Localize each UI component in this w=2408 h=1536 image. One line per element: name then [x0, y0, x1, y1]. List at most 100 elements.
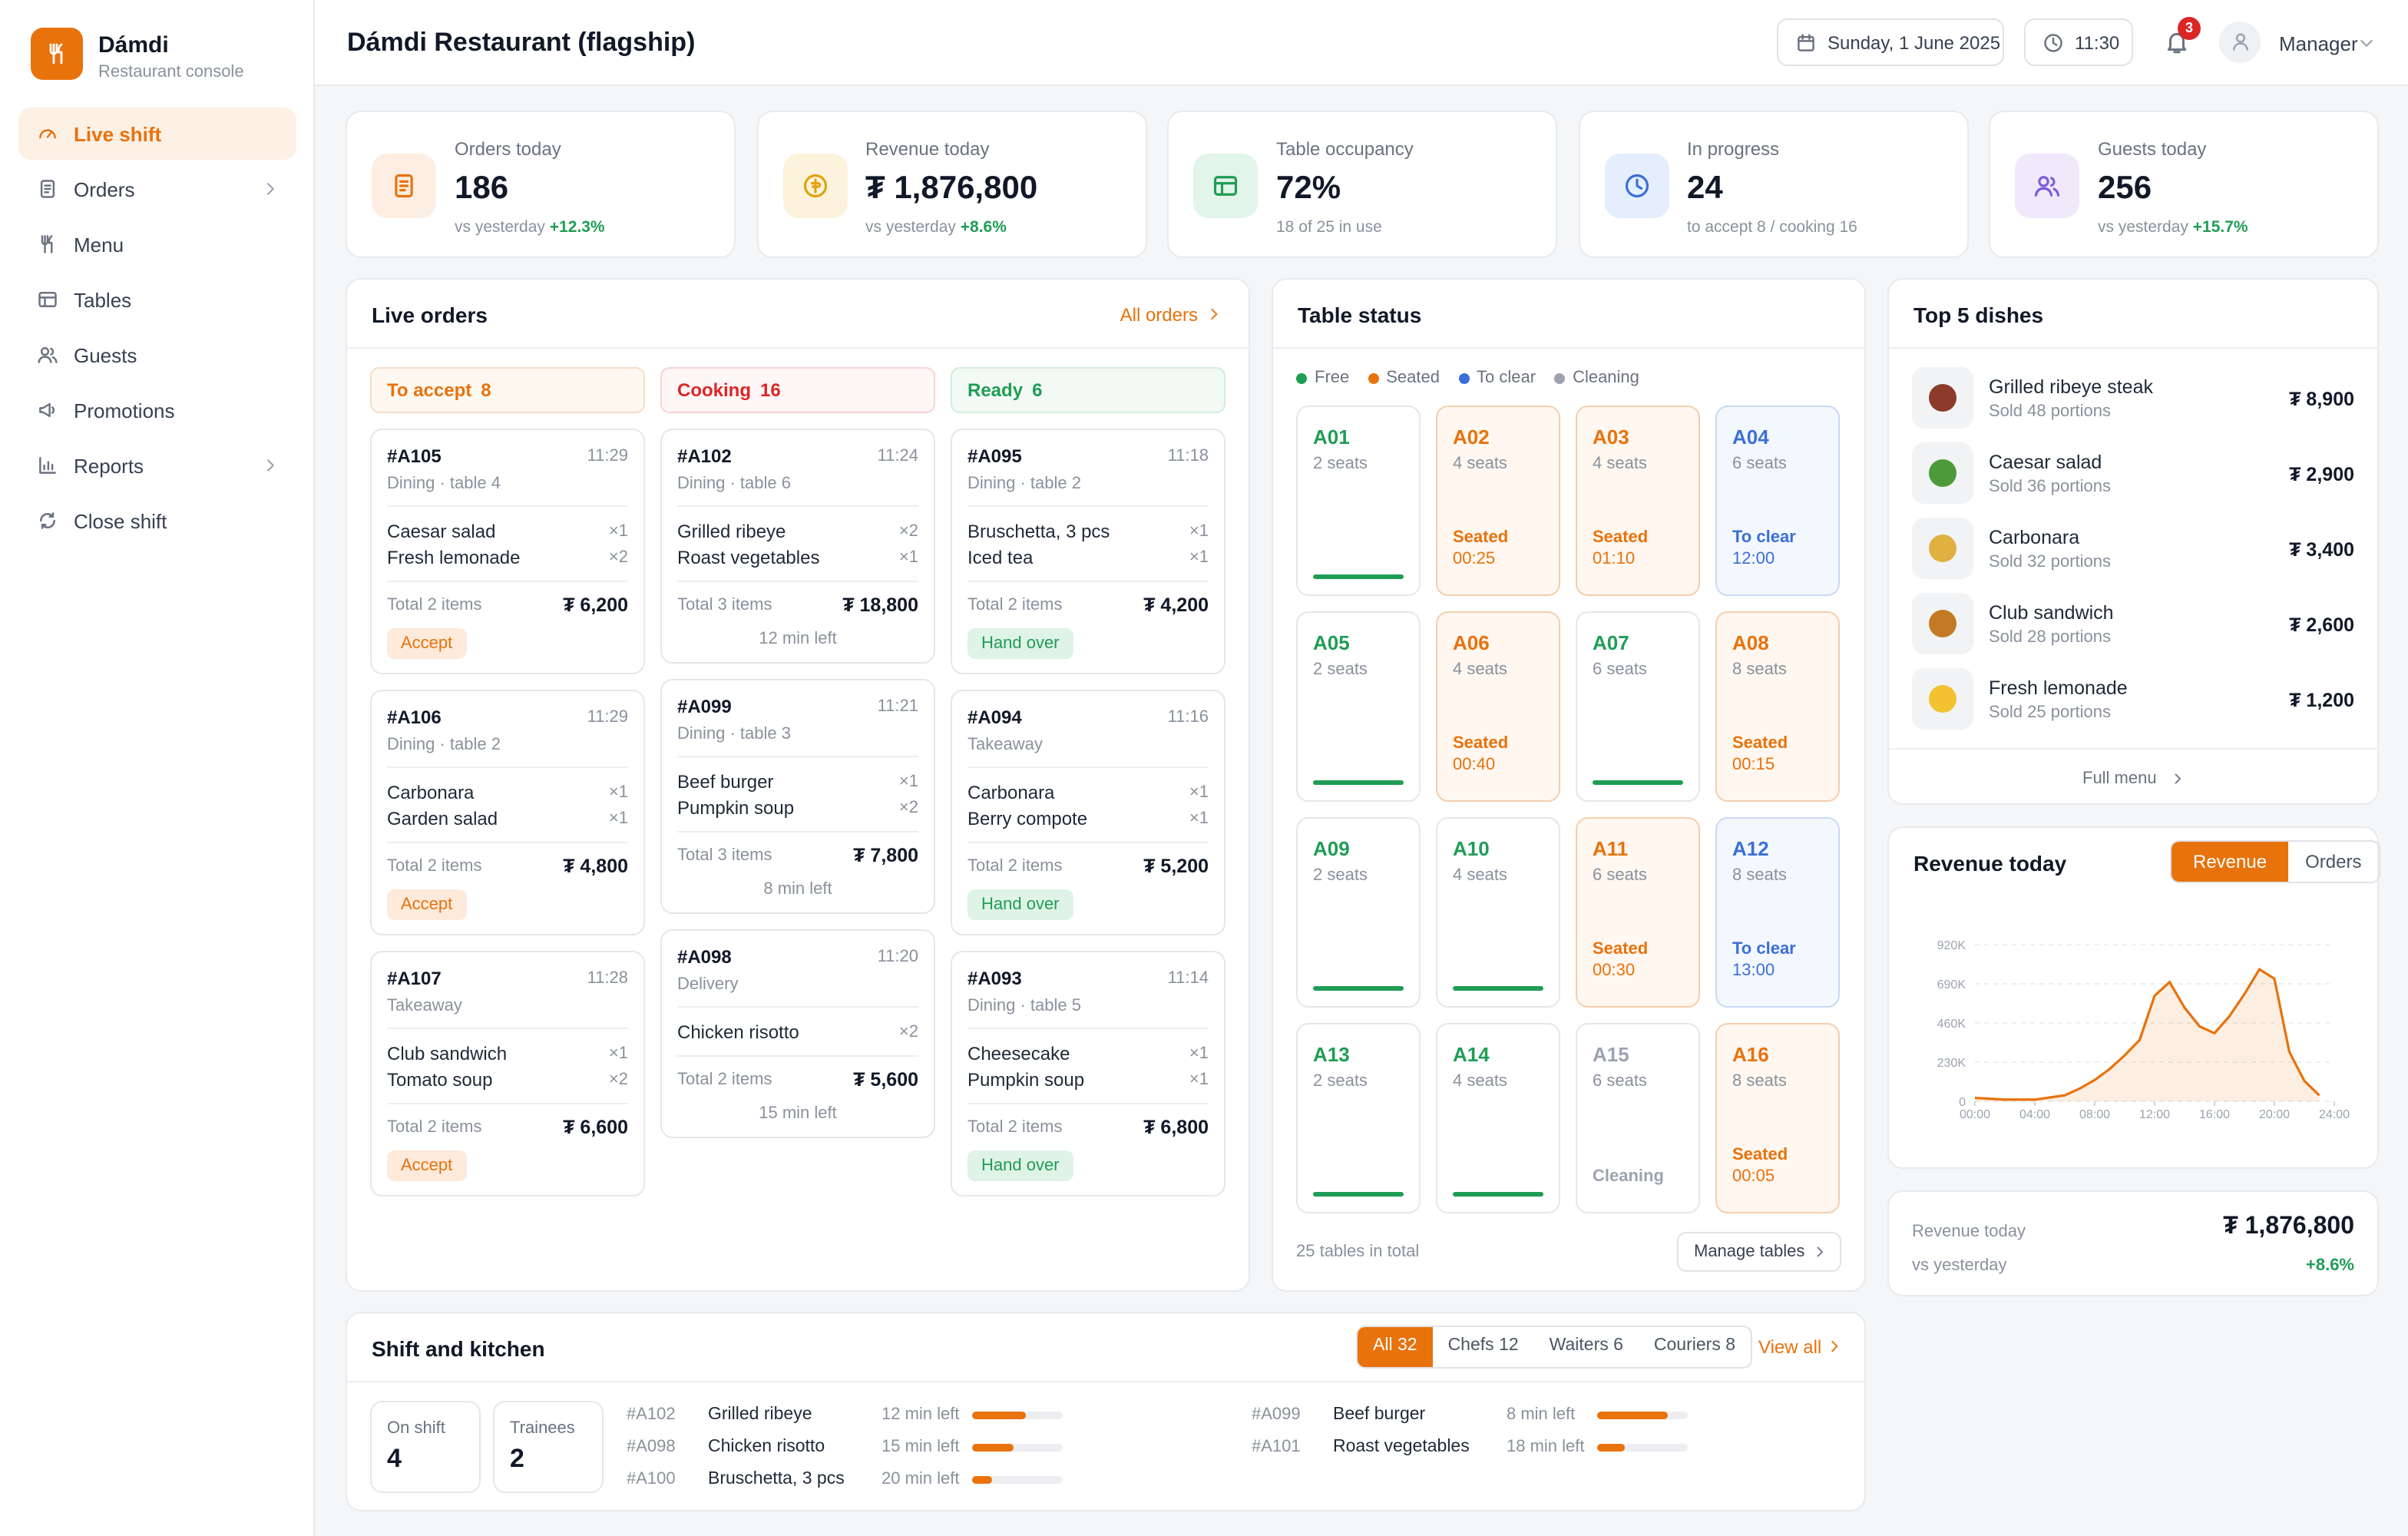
table-tile[interactable]: A05 2 seats	[1296, 611, 1421, 802]
ticket-left: 20 min left	[882, 1470, 960, 1488]
table-tile[interactable]: A09 2 seats	[1296, 817, 1421, 1008]
table-tile[interactable]: A03 4 seats Seated 01:10	[1576, 406, 1700, 596]
item-qty: ×1	[1189, 1044, 1209, 1063]
order-card[interactable]: #A095 11:18 Dining · table 2 Bruschetta, 3 …	[951, 429, 1226, 674]
order-action[interactable]: Accept	[387, 628, 467, 659]
order-card[interactable]: #A105 11:29 Dining · table 4 Caesar salad ×1…	[370, 429, 645, 674]
all-orders-link[interactable]: All orders	[1120, 304, 1219, 326]
table-tile[interactable]: A14 4 seats	[1436, 1023, 1560, 1213]
table-tile[interactable]: A06 4 seats Seated 00:40	[1436, 611, 1560, 802]
dish-image	[1912, 668, 1973, 730]
table-tile[interactable]: A02 4 seats Seated 00:25	[1436, 406, 1560, 596]
order-card[interactable]: #A099 11:21 Dining · table 3 Beef burger ×1 P…	[660, 679, 935, 914]
nav-item[interactable]: Orders	[18, 163, 296, 215]
order-channel: Dining · table 6	[677, 475, 918, 507]
panel-title: Shift and kitchen	[372, 1336, 545, 1361]
table-id: A09	[1313, 837, 1350, 860]
table-tile[interactable]: A12 8 seats To clear 13:00	[1715, 817, 1840, 1008]
icon-shape	[41, 235, 53, 253]
item-qty: ×1	[608, 809, 628, 828]
column-name: Ready	[968, 379, 1024, 401]
order-card[interactable]: #A106 11:29 Dining · table 2 Carbonara ×1 Gar…	[370, 690, 645, 935]
x-tick-label: 20:00	[2259, 1108, 2290, 1121]
nav-item[interactable]: Menu	[18, 218, 296, 270]
order-item: Tomato soup ×2	[387, 1069, 628, 1091]
shift-tab[interactable]: Waiters 6	[1549, 1336, 1623, 1355]
table-tile[interactable]: A15 6 seats Cleaning	[1576, 1023, 1700, 1213]
icon	[39, 129, 56, 139]
order-action[interactable]: Hand over	[968, 889, 1073, 920]
nav-item[interactable]: Reports	[18, 439, 296, 492]
table-tile[interactable]: A07 6 seats	[1576, 611, 1700, 802]
table-status-text: Cleaning	[1593, 1167, 1664, 1186]
nav-label: Orders	[74, 177, 135, 200]
order-card[interactable]: #A094 11:16 Takeaway Carbonara ×1 Berry compo…	[951, 690, 1226, 935]
nav-item[interactable]: Live shift	[18, 108, 296, 160]
column-count: 8	[481, 379, 491, 401]
nav-item[interactable]: Close shift	[18, 495, 296, 547]
ticket-left: 8 min left	[1507, 1405, 1576, 1424]
table-tile[interactable]: A10 4 seats	[1436, 817, 1560, 1008]
nav-item[interactable]: Tables	[18, 273, 296, 326]
manage-tables-button[interactable]: Manage tables	[1677, 1232, 1841, 1272]
nav-item[interactable]: Promotions	[18, 384, 296, 436]
order-item: Roast vegetables ×1	[677, 547, 918, 568]
table-id: A14	[1453, 1043, 1490, 1066]
user-menu[interactable]: Manager	[2219, 22, 2388, 65]
order-action[interactable]: Hand over	[968, 1150, 1073, 1181]
shift-tab[interactable]: Chefs 12	[1447, 1336, 1519, 1355]
table-tile[interactable]: A04 6 seats To clear 12:00	[1715, 406, 1840, 596]
kpi-icon	[1193, 154, 1258, 218]
table-tile[interactable]: A11 6 seats Seated 00:30	[1576, 817, 1700, 1008]
shift-tab[interactable]: All 32	[1358, 1327, 1433, 1367]
time-picker[interactable]: 11:30	[2024, 18, 2133, 66]
notifications[interactable]: 3	[2164, 17, 2201, 57]
order-action[interactable]: Hand over	[968, 628, 1073, 659]
table-status-text: Seated	[1453, 528, 1509, 547]
chart-tab[interactable]: Revenue	[2172, 842, 2289, 882]
table-status-text: Seated	[1593, 940, 1649, 958]
nav-label: Tables	[74, 288, 132, 311]
table-seats: 2 seats	[1313, 866, 1368, 885]
order-item: Berry compote ×1	[968, 808, 1209, 829]
order-card[interactable]: #A107 11:28 Takeaway Club sandwich ×1 Tomato …	[370, 951, 645, 1197]
table-id: A11	[1593, 837, 1629, 860]
progress-track	[972, 1412, 1063, 1419]
full-menu-link[interactable]: Full menu	[2082, 770, 2181, 788]
order-column: Ready 6 #A095 11:18 Dining · table 2 Bruschet…	[951, 367, 1226, 1197]
order-card[interactable]: #A098 11:20 Delivery Chicken risotto ×2 Total…	[660, 929, 935, 1138]
table-tile[interactable]: A16 8 seats Seated 00:05	[1715, 1023, 1840, 1213]
nav-item[interactable]: Guests	[18, 329, 296, 381]
order-card[interactable]: #A102 11:24 Dining · table 6 Grilled ribeye…	[660, 429, 935, 664]
ticket-id: #A101	[1252, 1438, 1301, 1456]
order-action[interactable]: Accept	[387, 1150, 467, 1181]
view-all-link[interactable]: View all	[1758, 1336, 1838, 1358]
icon-shape	[1798, 35, 1814, 51]
item-name: Chicken risotto	[677, 1021, 799, 1043]
progress-track	[972, 1476, 1063, 1484]
x-tick-label: 04:00	[2019, 1108, 2050, 1121]
progress-bar	[1597, 1412, 1669, 1419]
legend-dot	[1296, 372, 1307, 383]
order-item: Beef burger ×1	[677, 771, 918, 793]
table-tile[interactable]: A01 2 seats	[1296, 406, 1421, 596]
icon	[39, 457, 56, 474]
table-seats: 2 seats	[1313, 660, 1368, 679]
table-tile[interactable]: A08 8 seats Seated 00:15	[1715, 611, 1840, 802]
icon-shape	[2233, 42, 2248, 51]
kpi-value: 186	[455, 170, 509, 206]
chart-tab[interactable]: Orders	[2305, 851, 2362, 872]
order-card[interactable]: #A093 11:14 Dining · table 5 Cheesecake ×1 Pu…	[951, 951, 1226, 1197]
total-value: ₮ 4,200	[1143, 594, 1209, 616]
link-text: All orders	[1120, 304, 1198, 326]
shift-panel: Shift and kitchen All 32 Chefs 12 Waiters 6…	[346, 1312, 1866, 1511]
kpi-card: In progress 24 to accept 8 / cooking 16	[1578, 111, 1968, 258]
shift-tab[interactable]: Couriers 8	[1653, 1336, 1736, 1355]
order-items: Beef burger ×1 Pumpkin soup ×2	[677, 757, 918, 833]
icon	[802, 174, 827, 198]
table-tile[interactable]: A13 2 seats	[1296, 1023, 1421, 1213]
order-action[interactable]: Accept	[387, 889, 467, 920]
date-picker[interactable]: Sunday, 1 June 2025	[1777, 18, 2004, 66]
nav-label: Reports	[74, 454, 144, 477]
icon-shape	[2034, 177, 2060, 197]
